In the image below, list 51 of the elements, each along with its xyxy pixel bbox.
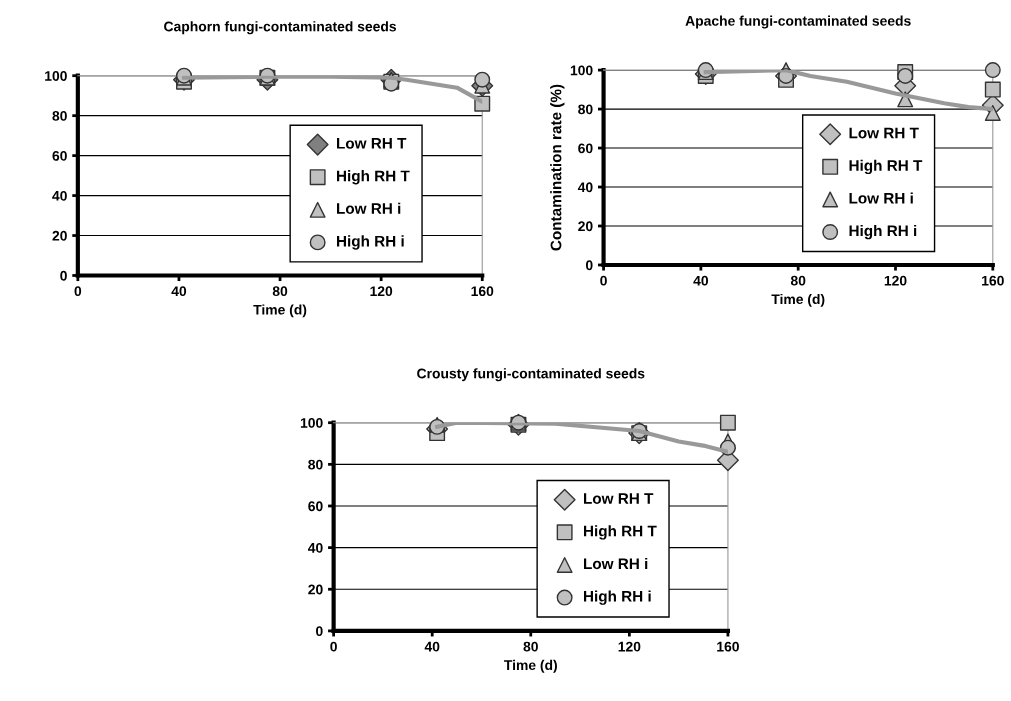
y-tick-label: 0	[316, 626, 323, 637]
x-tick-label: 0	[600, 275, 607, 286]
y-tick-label: 100	[45, 71, 67, 81]
x-tick-label: 0	[74, 286, 82, 297]
x-tick-label: 40	[693, 275, 709, 286]
chart-title: Caphorn fungi-contaminated seeds	[164, 21, 397, 35]
legend-label: High RH i	[337, 235, 404, 250]
legend-label: High RH i	[584, 590, 651, 605]
y-tick-label: 80	[52, 111, 67, 121]
y-tick-label: 60	[52, 150, 67, 161]
y-tick-label: 80	[308, 459, 323, 470]
y-tick-label: 80	[578, 104, 593, 115]
x-tick-label: 80	[272, 286, 288, 297]
x-tick-label: 160	[982, 275, 1004, 286]
legend-label: High RH T	[584, 525, 657, 540]
y-tick-label: 40	[577, 182, 593, 193]
legend-label: High RH i	[849, 224, 917, 240]
x-tick-label: 120	[370, 286, 393, 297]
x-tick-label: 120	[884, 275, 907, 286]
legend-label: Low RH T	[584, 493, 654, 504]
y-tick-label: 40	[307, 542, 323, 553]
x-tick-label: 80	[523, 641, 538, 652]
y-tick-label: 0	[585, 260, 593, 271]
x-tick-label: 160	[717, 641, 739, 652]
y-tick-label: 60	[578, 143, 593, 154]
x-axis-title: Time (d)	[253, 304, 307, 318]
x-tick-label: 80	[790, 275, 806, 286]
x-tick-label: 40	[424, 641, 440, 652]
x-tick-label: 0	[330, 641, 337, 652]
y-tick-label: 20	[578, 221, 593, 232]
legend-label: High RH T	[337, 170, 410, 185]
legend-label: High RH T	[849, 159, 923, 175]
y-tick-label: 100	[570, 65, 593, 76]
x-tick-label: 40	[171, 286, 187, 297]
legend-label: Low RH i	[337, 202, 401, 214]
y-axis-title: Contamination rate (%)	[550, 84, 565, 251]
legend-label: Low RH T	[337, 138, 407, 149]
y-tick-label: 40	[52, 190, 67, 201]
x-axis-title: Time (d)	[504, 659, 557, 673]
legend-label: Low RH i	[584, 557, 648, 570]
y-tick-label: 60	[308, 501, 323, 512]
y-tick-label: 20	[52, 230, 67, 241]
y-tick-label: 100	[300, 418, 323, 428]
legend-label: Low RH i	[849, 192, 913, 204]
x-tick-label: 160	[471, 286, 494, 297]
chart-title: Apache fungi-contaminated seeds	[685, 15, 911, 29]
y-tick-label: 20	[308, 584, 323, 595]
x-tick-label: 120	[618, 641, 641, 652]
legend-label: Low RH T	[849, 127, 919, 139]
chart-title: Crousty fungi-contaminated seeds	[417, 368, 645, 382]
x-axis-title: Time (d)	[771, 293, 825, 307]
